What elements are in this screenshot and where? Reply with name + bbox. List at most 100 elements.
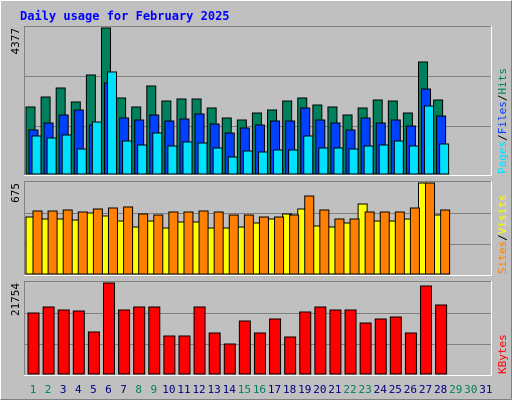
bar-sites-day-7 <box>123 206 134 275</box>
bar-pages-day-4 <box>76 148 87 175</box>
day-label-4: 4 <box>75 383 82 396</box>
ymax-label: 4377 <box>9 28 22 55</box>
bar-sites-day-10 <box>168 211 179 275</box>
day-label-10: 10 <box>162 383 175 396</box>
legend-item-hits: Hits <box>496 68 509 95</box>
bar-kbytes-day-22 <box>344 309 357 375</box>
bar-kbytes-day-16 <box>253 332 266 375</box>
bar-kbytes-day-3 <box>57 309 70 375</box>
bar-kbytes-day-25 <box>389 316 402 375</box>
day-label-17: 17 <box>268 383 281 396</box>
bar-pages-day-16 <box>257 151 268 175</box>
bar-kbytes-day-5 <box>87 331 100 375</box>
legend-separator: / <box>496 234 509 241</box>
legend-separator: / <box>496 134 509 141</box>
bar-kbytes-day-8 <box>133 306 146 375</box>
bar-kbytes-day-23 <box>359 322 372 375</box>
day-label-2: 2 <box>45 383 52 396</box>
legend-item-files: Files <box>496 101 509 134</box>
day-axis-labels: 1 2 3 4 5 6 7 8 9 10 11 12 13 14 15 16 17 18 19 20 21 22 23 24 2… <box>30 383 493 396</box>
day-label-22: 22 <box>343 383 356 396</box>
bar-sites-day-13 <box>213 211 224 275</box>
day-label-31: 31 <box>479 383 492 396</box>
bar-sites-day-5 <box>92 208 103 275</box>
bar-pages-day-15 <box>242 150 253 175</box>
bar-sites-day-20 <box>319 209 330 275</box>
bar-kbytes-day-17 <box>269 318 282 375</box>
bar-sites-day-19 <box>304 195 315 275</box>
bar-kbytes-day-18 <box>284 336 297 375</box>
bar-sites-day-22 <box>349 218 360 275</box>
bar-pages-day-25 <box>393 140 404 175</box>
bar-sites-day-18 <box>289 214 300 275</box>
bar-kbytes-day-10 <box>163 335 176 375</box>
day-label-6: 6 <box>105 383 112 396</box>
bar-sites-day-4 <box>77 211 88 275</box>
day-label-7: 7 <box>120 383 127 396</box>
bar-pages-day-5 <box>91 121 102 175</box>
day-label-15: 15 <box>238 383 251 396</box>
bar-kbytes-day-4 <box>72 310 85 375</box>
bar-sites-day-8 <box>138 213 149 275</box>
bar-kbytes-day-13 <box>208 332 221 375</box>
bar-pages-day-12 <box>197 142 208 175</box>
bar-pages-day-23 <box>363 145 374 175</box>
bar-pages-day-28 <box>439 143 450 175</box>
day-label-25: 25 <box>389 383 402 396</box>
bar-kbytes-day-26 <box>404 332 417 375</box>
chart-title: Daily usage for February 2025 <box>20 9 230 23</box>
bar-kbytes-day-20 <box>314 306 327 375</box>
bar-pages-day-17 <box>273 149 284 175</box>
bar-pages-day-10 <box>167 145 178 175</box>
day-label-12: 12 <box>192 383 205 396</box>
day-label-23: 23 <box>359 383 372 396</box>
bar-sites-day-24 <box>379 211 390 275</box>
day-label-26: 26 <box>404 383 417 396</box>
bar-sites-day-12 <box>198 210 209 275</box>
bar-kbytes-day-15 <box>238 320 251 375</box>
legend-item-sites: Sites <box>496 241 509 274</box>
legend-kbytes: KBytes <box>496 334 509 374</box>
day-label-20: 20 <box>313 383 326 396</box>
ymax-label: 21754 <box>9 283 22 316</box>
bar-pages-day-11 <box>182 141 193 175</box>
bar-kbytes-day-21 <box>329 309 342 375</box>
day-label-13: 13 <box>208 383 221 396</box>
day-label-27: 27 <box>419 383 432 396</box>
bar-sites-day-23 <box>364 211 375 275</box>
bar-kbytes-day-9 <box>148 306 161 375</box>
bar-kbytes-day-11 <box>178 335 191 375</box>
ymax-label: 675 <box>9 183 22 203</box>
legend-hits-files-pages: Pages/Files/Hits <box>496 68 509 174</box>
bar-pages-day-3 <box>61 134 72 175</box>
bar-sites-day-14 <box>228 214 239 275</box>
bar-sites-day-11 <box>183 211 194 275</box>
bar-sites-day-28 <box>440 209 451 275</box>
day-label-29: 29 <box>449 383 462 396</box>
legend-item-visits: Visits <box>496 195 509 235</box>
chart-panels: 4377Pages/Files/Hits675Sites/Visits21754… <box>9 26 509 376</box>
bar-sites-day-25 <box>394 211 405 275</box>
bar-pages-day-26 <box>408 145 419 175</box>
bar-pages-day-14 <box>227 156 238 175</box>
bar-kbytes-day-24 <box>374 318 387 375</box>
day-label-3: 3 <box>60 383 67 396</box>
bar-pages-day-27 <box>424 105 435 175</box>
bar-sites-day-17 <box>274 216 285 275</box>
bar-kbytes-day-14 <box>223 343 236 375</box>
bar-kbytes-day-7 <box>118 309 131 375</box>
bar-sites-day-26 <box>409 207 420 275</box>
legend-item-pages: Pages <box>496 141 509 174</box>
day-label-8: 8 <box>135 383 142 396</box>
bar-kbytes-day-28 <box>435 304 448 375</box>
day-label-5: 5 <box>90 383 97 396</box>
bar-pages-day-13 <box>212 147 223 175</box>
bar-pages-day-22 <box>348 148 359 175</box>
bar-pages-day-20 <box>318 147 329 175</box>
bar-kbytes-day-19 <box>299 311 312 375</box>
bar-pages-day-24 <box>378 144 389 175</box>
day-label-28: 28 <box>434 383 447 396</box>
bar-sites-day-6 <box>107 207 118 275</box>
